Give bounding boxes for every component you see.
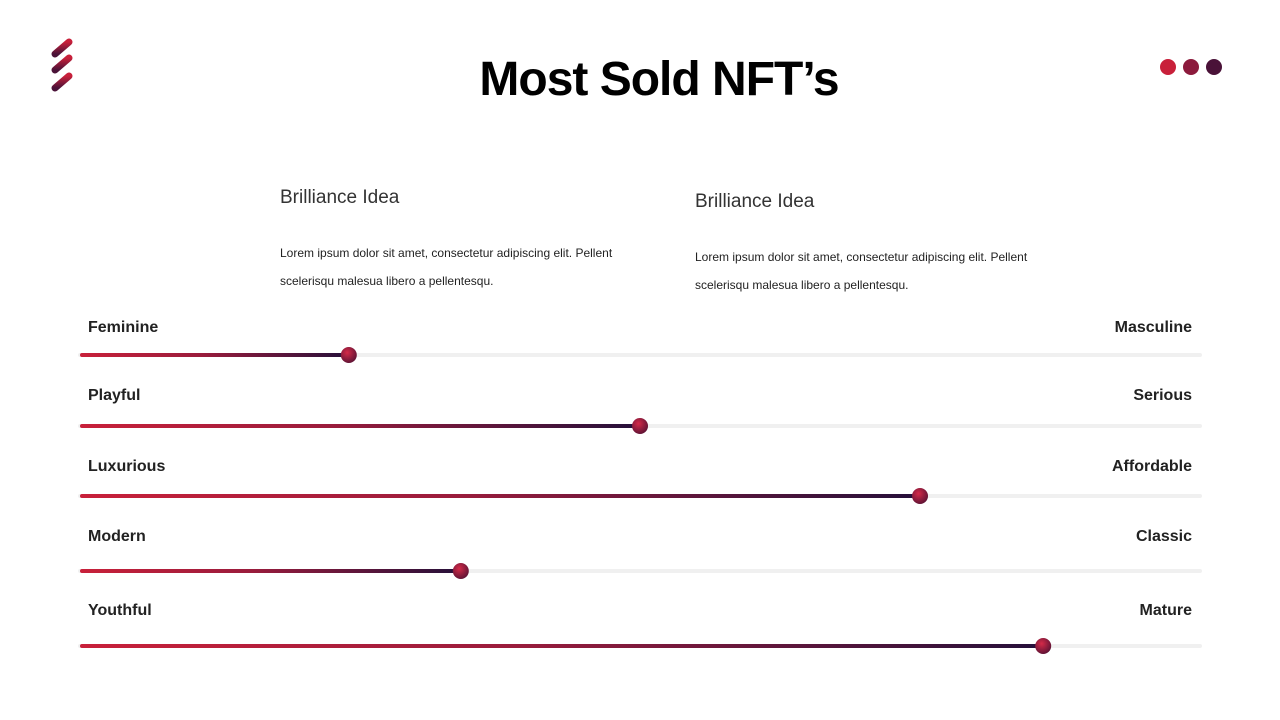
- column-heading: Brilliance Idea: [695, 191, 815, 212]
- slider-knob: [340, 347, 357, 363]
- column: Brilliance Idea Lorem ipsum dolor sit am…: [695, 191, 1035, 299]
- slider-fill: [80, 424, 640, 428]
- slider-fill: [80, 644, 1044, 648]
- slider-left-label: Luxurious: [88, 458, 165, 475]
- slider-left-label: Modern: [88, 528, 146, 545]
- column-heading: Brilliance Idea: [280, 187, 400, 208]
- slider-right-label: Masculine: [1115, 319, 1192, 336]
- slider-knob: [912, 488, 928, 504]
- slider-fill: [80, 353, 349, 357]
- slider-left-label: Youthful: [88, 602, 152, 619]
- logo: [51, 38, 73, 92]
- slider-right-label: Affordable: [1112, 458, 1192, 475]
- slider-knob: [632, 418, 648, 434]
- dots: [1160, 59, 1222, 75]
- slider-right-label: Serious: [1133, 387, 1192, 404]
- slider-left-label: Playful: [88, 387, 140, 404]
- slider-right-label: Classic: [1136, 528, 1192, 545]
- column-text: Lorem ipsum dolor sit amet, consectetur …: [695, 250, 1028, 292]
- slider-right-label: Mature: [1140, 602, 1193, 619]
- slider-fill: [80, 569, 461, 573]
- title: Most Sold NFT’s: [479, 53, 839, 106]
- column: Brilliance Idea Lorem ipsum dolor sit am…: [280, 187, 620, 295]
- slider-left-label: Feminine: [88, 319, 158, 336]
- slider-fill: [80, 494, 920, 498]
- column-text: Lorem ipsum dolor sit amet, consectetur …: [280, 246, 613, 288]
- slider-knob: [452, 563, 469, 579]
- slider-knob: [1035, 638, 1052, 654]
